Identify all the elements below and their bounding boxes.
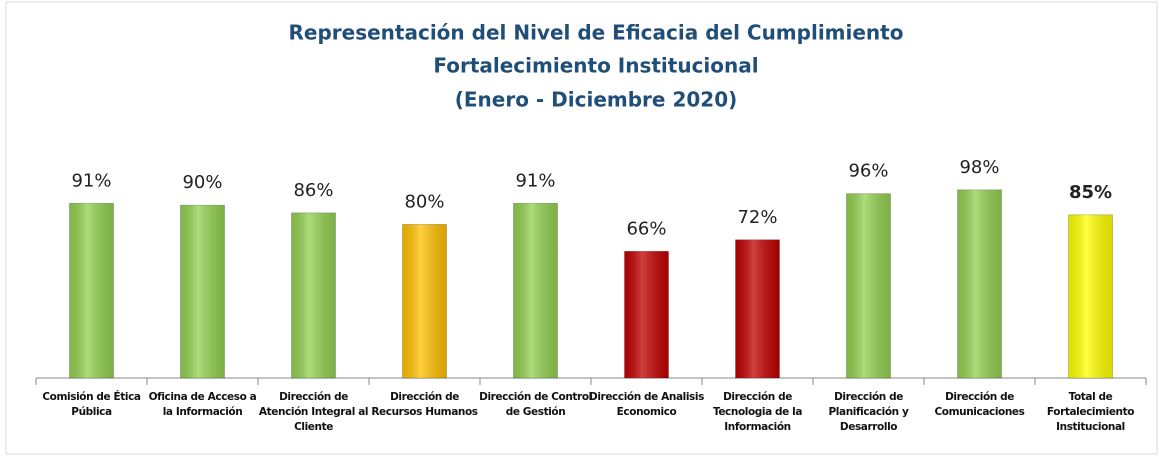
bar	[735, 239, 780, 379]
x-tick-label: Dirección de Planificación y Desarrollo	[828, 391, 909, 433]
x-tick-label: Dirección de Comunicaciones	[934, 391, 1025, 418]
x-tick-label: Dirección de Atención Integral al Client…	[258, 391, 369, 433]
bar	[846, 193, 891, 379]
bar	[180, 204, 225, 379]
x-tick-label: Dirección de Control de Gestión	[479, 391, 592, 418]
bar	[624, 250, 669, 379]
x-tick-label: Dirección de Recursos Humanos	[371, 391, 478, 418]
bar	[513, 202, 558, 379]
value-label: 72%	[737, 207, 777, 228]
chart-title: (Enero - Diciembre 2020)	[455, 88, 738, 112]
value-label: 86%	[293, 180, 333, 201]
value-label: 66%	[626, 218, 666, 239]
chart-title: Fortalecimiento Institucional	[433, 54, 758, 78]
value-label: 96%	[848, 161, 888, 182]
value-label: 91%	[515, 170, 555, 191]
value-label: 85%	[1069, 182, 1112, 203]
x-tick-label: Total de Fortalecimiento Institucional	[1046, 391, 1135, 433]
x-tick-label: Comisión de Ética Pública	[42, 391, 141, 418]
value-label: 98%	[959, 157, 999, 178]
bar	[69, 202, 114, 379]
value-label: 91%	[71, 170, 111, 191]
value-label: 80%	[404, 191, 444, 212]
bar	[402, 223, 447, 379]
x-tick-label: Dirección de Analisis Economico	[589, 391, 704, 418]
bar	[291, 212, 336, 379]
x-tick-label: Dirección de Tecnologia de la Informació…	[712, 391, 803, 433]
bar	[1068, 214, 1113, 379]
x-tick-label: Oficina de Acceso a la Información	[148, 391, 257, 418]
bar	[957, 189, 1002, 379]
value-label: 90%	[182, 172, 222, 193]
chart-title: Representación del Nivel de Eficacia del…	[289, 21, 904, 45]
